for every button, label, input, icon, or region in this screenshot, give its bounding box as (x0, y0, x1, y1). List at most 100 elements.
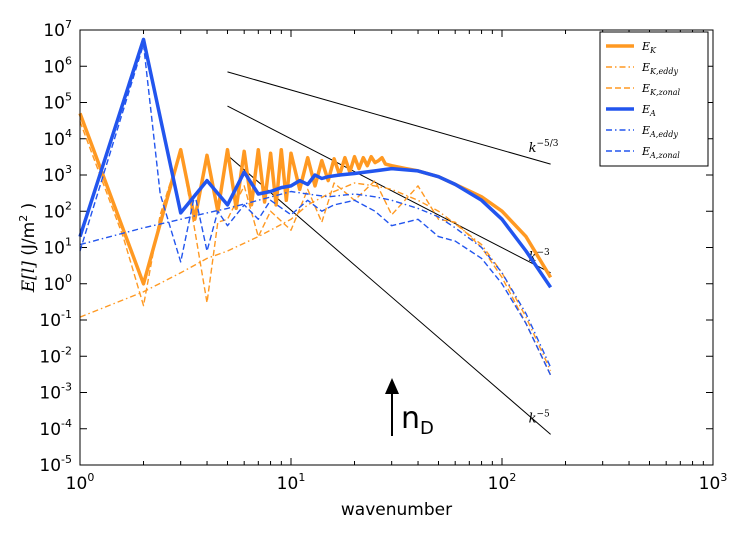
x-tick-label: 100 (66, 471, 95, 494)
legend-label-sub: K,zonal (649, 88, 680, 97)
x-tick-base: 10 (488, 474, 510, 494)
y-axis-label-unit: (J/m (19, 222, 39, 261)
y-tick-exponent: 4 (65, 127, 72, 140)
y-tick-exponent: -4 (61, 417, 72, 430)
legend-label-sub: A,zonal (649, 151, 680, 160)
reference-line-slope-5 (227, 154, 551, 435)
y-tick-exponent: 1 (65, 236, 72, 249)
y-tick-label: 100 (43, 272, 72, 295)
nd-annotation: nD (385, 378, 434, 439)
reference-label-base: k (529, 411, 537, 426)
x-tick-exponent: 2 (509, 471, 516, 484)
x-tick-labels: 100 101 102 103 (66, 471, 728, 494)
x-axis-label: wavenumber (341, 500, 452, 520)
y-tick-label: 106 (43, 54, 72, 77)
y-tick-base: 10 (43, 21, 65, 41)
legend-label-sub: K (649, 46, 657, 55)
y-tick-base: 10 (39, 311, 61, 331)
nd-label: nD (401, 401, 434, 439)
y-tick-label: 105 (43, 91, 72, 114)
y-tick-label: 10-4 (39, 417, 72, 440)
y-tick-base: 10 (39, 456, 61, 476)
y-axis-label-unit-close: ) (19, 203, 39, 215)
y-tick-exponent: 7 (65, 18, 72, 31)
series-E_K,zonal (79, 121, 552, 376)
y-tick-exponent: 5 (65, 91, 72, 104)
reference-label-exponent: −5/3 (537, 139, 559, 149)
legend-label-main: E (641, 40, 650, 53)
series-E_A,eddy (79, 190, 552, 368)
y-tick-labels: 10-510-410-310-210-110010110210310410510… (39, 18, 72, 476)
legend-label-main: E (641, 61, 650, 74)
x-tick-label: 102 (488, 471, 517, 494)
y-tick-base: 10 (39, 384, 61, 404)
y-tick-exponent: -1 (61, 308, 72, 321)
legend-label-sub: A (649, 109, 656, 118)
legend-label-sub: A,eddy (649, 130, 678, 139)
legend-label-main: E (641, 124, 650, 137)
legend-label-main: E (641, 82, 650, 95)
y-tick-base: 10 (43, 130, 65, 150)
legend-label-main: E (641, 103, 650, 116)
x-tick-base: 10 (699, 474, 721, 494)
legend-label-E_K,eddy: EK,eddy (641, 61, 679, 76)
legend-label-E_K: EK (641, 40, 657, 55)
y-tick-label: 103 (43, 163, 72, 186)
y-tick-exponent: 3 (65, 163, 72, 176)
reference-label-slope-3: k−3 (529, 248, 550, 265)
y-tick-label: 104 (43, 127, 72, 150)
slope-reference-lines: k−5/3k−3k−5 (227, 71, 559, 435)
series-E_K,eddy (79, 182, 552, 371)
y-axis-label-unit-sup: 2 (17, 215, 30, 222)
y-tick-label: 101 (43, 236, 72, 259)
y-tick-exponent: -5 (61, 453, 72, 466)
nd-label-sub: D (420, 418, 434, 439)
y-tick-base: 10 (43, 275, 65, 295)
x-tick-exponent: 1 (298, 471, 305, 484)
y-tick-exponent: 0 (65, 272, 72, 285)
y-tick-label: 107 (43, 18, 72, 41)
y-tick-exponent: -2 (61, 344, 72, 357)
y-axis-label: E[l] (J/m2 ) (17, 203, 39, 294)
y-tick-base: 10 (43, 94, 65, 114)
axis-ticks (79, 29, 714, 466)
reference-label-base: k (529, 250, 537, 265)
y-tick-base: 10 (43, 202, 65, 222)
legend-box (599, 31, 709, 167)
reference-line-slope-5/3 (227, 71, 551, 165)
legend-label-E_A,zonal: EA,zonal (641, 145, 680, 160)
series-lines (78, 37, 553, 376)
y-tick-label: 10-3 (39, 381, 72, 404)
y-tick-base: 10 (39, 347, 61, 367)
series-E_A (78, 37, 553, 289)
nd-label-main: n (401, 401, 420, 436)
reference-label-exponent: −3 (537, 248, 551, 258)
y-tick-base: 10 (43, 166, 65, 186)
y-tick-label: 10-5 (39, 453, 72, 476)
x-tick-base: 10 (277, 474, 299, 494)
reference-label-exponent: −5 (537, 409, 551, 419)
x-tick-exponent: 0 (87, 471, 94, 484)
y-tick-exponent: -3 (61, 381, 72, 394)
x-tick-base: 10 (66, 474, 88, 494)
legend-label-E_A: EA (641, 103, 656, 118)
legend-label-main: E (641, 145, 650, 158)
x-tick-exponent: 3 (720, 471, 727, 484)
reference-label-slope-5/3: k−5/3 (529, 139, 559, 156)
y-tick-label: 10-1 (39, 308, 72, 331)
y-tick-base: 10 (43, 239, 65, 259)
x-tick-label: 101 (277, 471, 306, 494)
reference-label-base: k (529, 141, 537, 156)
legend-label-sub: K,eddy (649, 67, 678, 76)
y-tick-base: 10 (39, 420, 61, 440)
y-tick-label: 10-2 (39, 344, 72, 367)
y-tick-base: 10 (43, 57, 65, 77)
y-tick-exponent: 2 (65, 199, 72, 212)
y-axis-label-math: E[l] (19, 261, 39, 293)
nd-arrow-head (385, 378, 399, 394)
plot-area-frame (79, 29, 714, 466)
x-tick-label: 103 (699, 471, 728, 494)
y-tick-exponent: 6 (65, 54, 72, 67)
legend-label-E_K,zonal: EK,zonal (641, 82, 681, 97)
